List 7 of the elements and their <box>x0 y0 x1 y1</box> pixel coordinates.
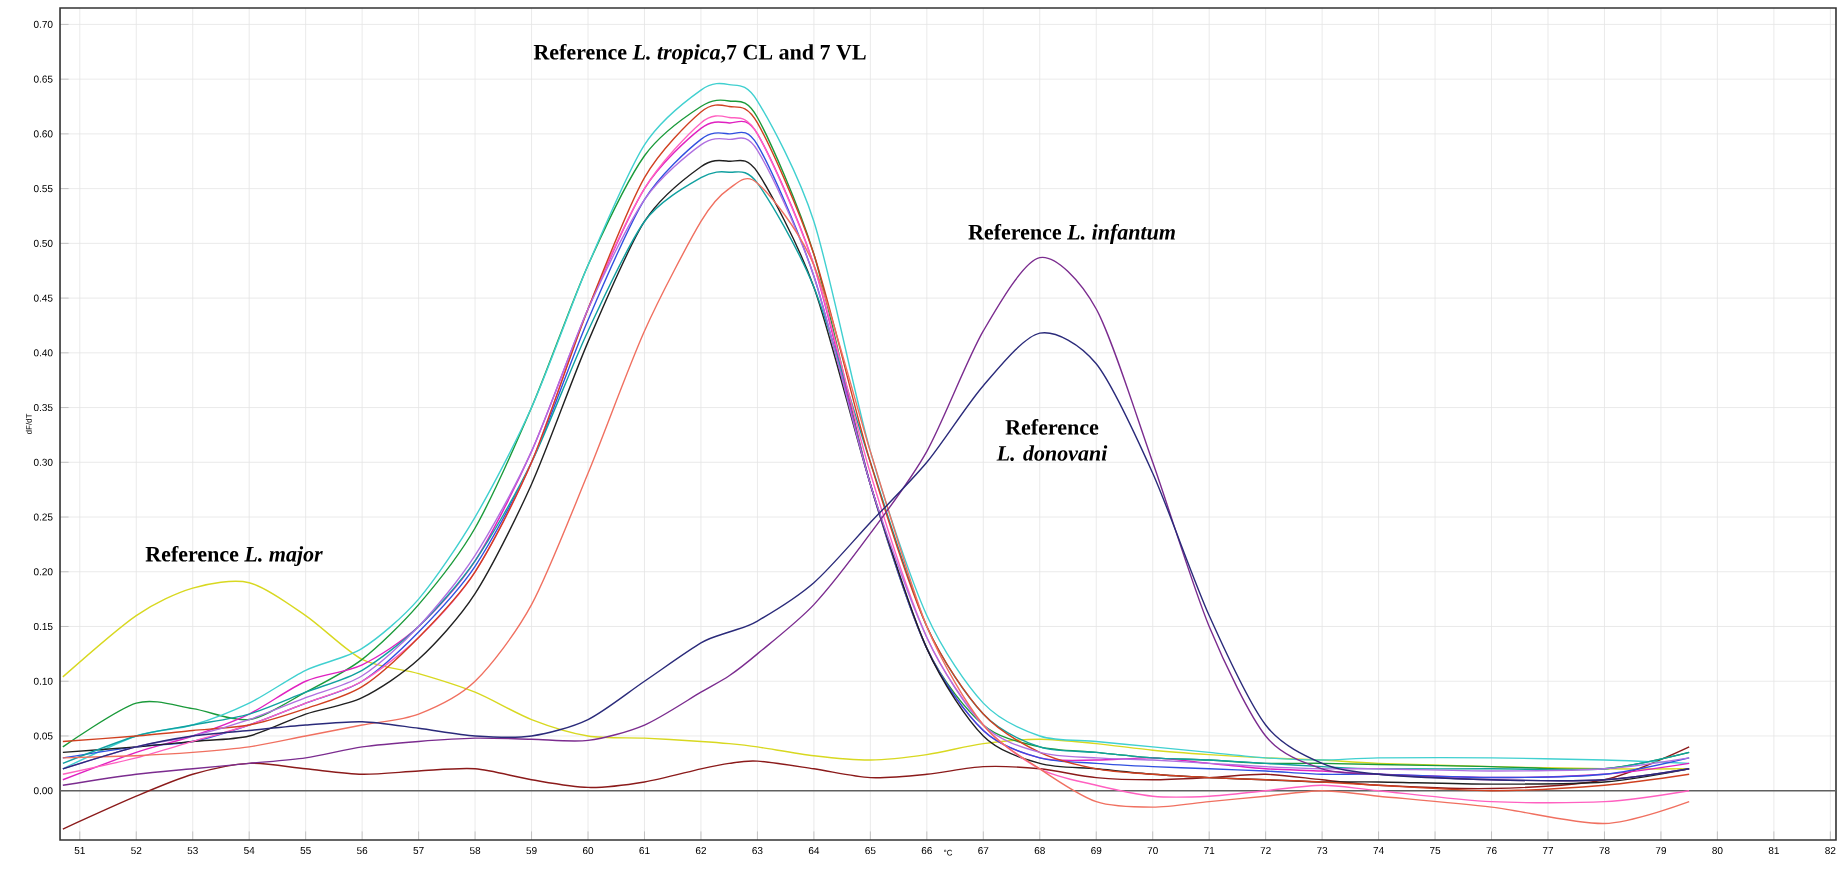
annotation: Reference L. major <box>145 545 323 567</box>
annotation: Reference L. tropica,7 CL and 7 VL <box>533 43 866 65</box>
line-series <box>62 746 1690 830</box>
annotation: Reference L. infantum <box>968 223 1175 245</box>
line-series <box>62 580 1690 770</box>
line-series <box>62 332 1690 782</box>
annotation: Reference L. donovani <box>996 419 1108 461</box>
